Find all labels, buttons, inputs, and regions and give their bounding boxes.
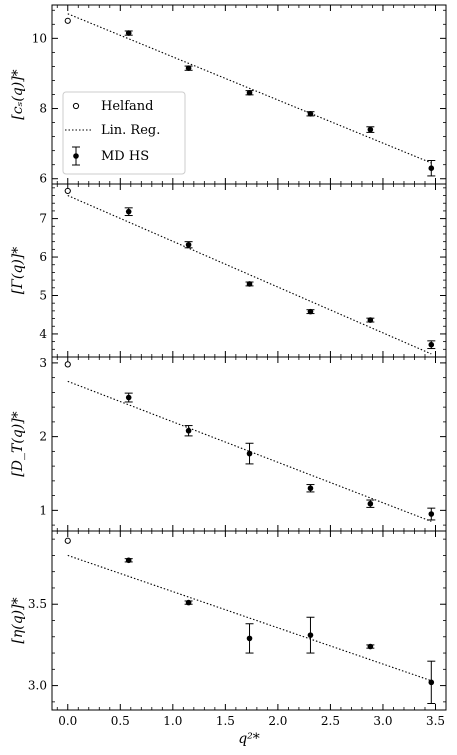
helfand-point [64,537,71,544]
legend-box [62,91,186,175]
md-hs-point [246,635,253,642]
linreg-line [67,195,432,355]
md-hs-point [125,557,132,564]
legend-linreg-label: Lin. Reg. [101,123,160,138]
x-tick-label: 0.0 [58,714,77,728]
md-hs-point [185,599,192,606]
md-hs-point [307,485,314,492]
md-hs-point [246,89,253,96]
y-axis-label-1: [cₛ(q)]* [10,69,26,119]
y-tick-label: 2 [39,430,47,444]
md-hs-point [125,30,132,36]
helfand-point [64,187,71,195]
y-axis-label-4: [η(q)]* [10,597,26,643]
y-tick-label: 4 [39,327,47,341]
panel-frame-4 [51,530,447,711]
md-hs-point [125,394,132,401]
y-tick-label: 10 [32,31,47,45]
md-hs-point [307,632,314,638]
y-tick-label: 6 [39,250,47,264]
md-hs-point [185,427,192,434]
x-tick-label: 3.5 [426,714,445,728]
y-axis-label-3: [D_T(q)]* [10,411,26,476]
y-axis-label-2: [Γ(q)]* [10,247,26,295]
y-tick-label: 1 [39,503,47,517]
x-tick-label: 2.0 [268,714,287,728]
md-hs-point [428,165,435,172]
x-tick-label: 1.5 [216,714,235,728]
md-hs-point [428,511,435,517]
helfand-point [64,361,71,368]
md-hs-point [246,281,253,287]
md-hs-point [428,341,435,348]
md-hs-point [367,317,374,323]
legend-helfand-marker [72,102,80,110]
legend-mdhs-label: MD HS [101,149,149,164]
panel-frame-2 [51,183,447,358]
panel-frame-3 [51,356,447,532]
md-hs-point [367,500,374,507]
md-hs-point [185,241,192,248]
md-hs-point [428,679,435,686]
y-tick-label: 3.5 [28,597,47,611]
legend-mdhs-marker [73,153,79,159]
y-tick-label: 8 [39,102,47,116]
linreg-line [67,554,432,682]
y-tick-label: 6 [39,172,47,186]
md-hs-point [307,111,314,117]
md-hs-point [125,208,132,215]
helfand-point [64,17,71,24]
x-tick-label: 3.0 [373,714,392,728]
x-tick-label: 1.0 [163,714,182,728]
y-tick-label: 3 [39,356,47,370]
md-hs-point [246,450,253,457]
md-hs-point [367,126,374,133]
x-tick-label: 2.5 [321,714,340,728]
x-axis-label: q²* [238,731,260,747]
y-tick-label: 3.0 [28,679,47,693]
legend-helfand-label: Helfand [101,99,153,114]
md-hs-point [185,65,192,71]
y-tick-label: 7 [39,212,47,226]
linreg-line [67,13,432,164]
y-tick-label: 5 [39,288,47,302]
md-hs-point [307,308,314,315]
md-hs-point [367,643,374,650]
x-tick-label: 0.5 [111,714,130,728]
